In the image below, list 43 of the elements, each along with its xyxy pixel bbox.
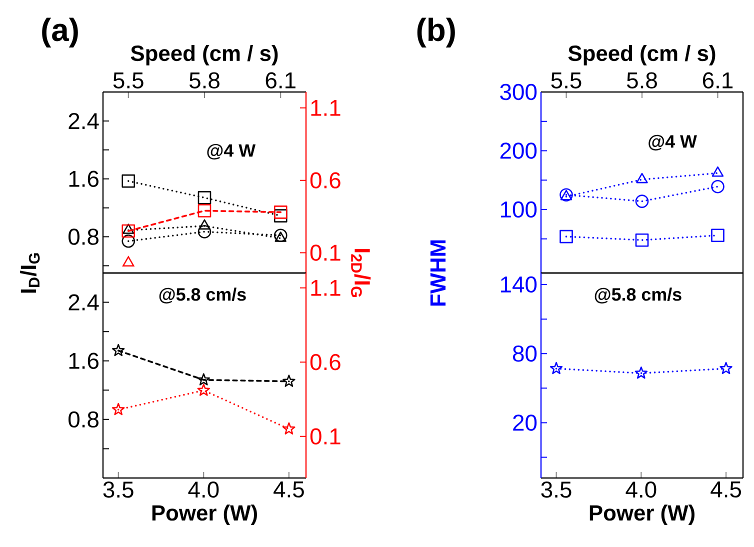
- x-tick-label: 4.5: [710, 482, 741, 498]
- annotation: @5.8 cm/s: [159, 288, 246, 304]
- y2-tick-label: 0.6: [310, 172, 340, 188]
- y2-tick-label: 0.1: [310, 244, 340, 261]
- y-tick-label: 1.6: [69, 352, 98, 369]
- y-tick-label: 100: [501, 201, 537, 218]
- y-axis-title: FWHM: [430, 240, 446, 306]
- y2-tick-label: 1.1: [311, 280, 340, 296]
- y-tick-label: 0.8: [68, 228, 98, 245]
- x-tick-label: 3.5: [541, 482, 572, 498]
- y-tick-label: 2.4: [68, 294, 99, 310]
- y2-tick-label: 0.1: [310, 428, 340, 445]
- y2-tick-label: 0.6: [310, 354, 340, 370]
- annotation: @4 W: [648, 134, 697, 150]
- y-axis-title: I$_{D}$/I$_{G}$: [20, 253, 40, 293]
- chart-title: (a): [42, 18, 78, 48]
- x-tick-label: 4.5: [274, 482, 304, 498]
- y2-tick-label: 1.1: [311, 100, 340, 116]
- x-axis-title: Speed (cm / s): [130, 44, 278, 66]
- x-axis-title: Power (W): [152, 504, 257, 526]
- y-tick-label: 80: [513, 346, 537, 362]
- y-tick-label: 20: [513, 414, 537, 431]
- x-tick-label: 4.0: [626, 482, 656, 498]
- x-tick-label: 5.5: [551, 72, 582, 88]
- x-tick-label: 4.0: [188, 482, 219, 498]
- y-tick-label: 1.6: [69, 170, 98, 187]
- y-tick-label: 0.8: [68, 411, 98, 428]
- x-axis-title: Power (W): [590, 504, 694, 526]
- x-tick-label: 3.5: [103, 482, 134, 498]
- y-tick-label: 200: [500, 142, 537, 159]
- x-tick-label: 6.1: [266, 72, 296, 88]
- y-tick-label: 140: [501, 276, 537, 293]
- annotation: @4 W: [207, 144, 256, 160]
- x-tick-label: 5.5: [113, 72, 144, 88]
- x-tick-label: 6.1: [702, 72, 733, 88]
- annotation: @5.8 cm/s: [594, 288, 682, 304]
- x-tick-label: 5.8: [626, 72, 657, 88]
- x-axis-title: Speed (cm / s): [568, 44, 716, 66]
- y2-axis-title: I$_{2D}$/I$_{G}$: [350, 249, 371, 297]
- x-tick-label: 5.8: [189, 72, 220, 88]
- chart-title: (b): [417, 18, 455, 48]
- y-tick-label: 300: [500, 84, 537, 100]
- y-tick-label: 2.4: [68, 112, 99, 129]
